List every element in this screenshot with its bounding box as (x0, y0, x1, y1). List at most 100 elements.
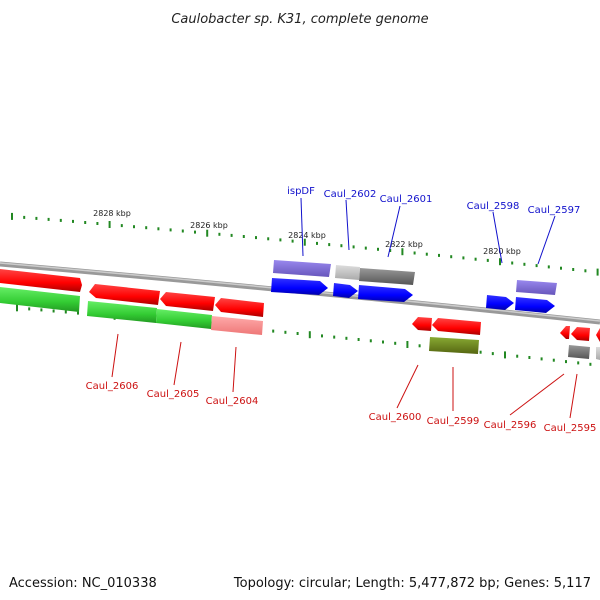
cds-feature-caul2602[interactable] (333, 283, 358, 298)
major-tick (303, 238, 306, 246)
minor-tick (584, 269, 587, 273)
major-tick (406, 341, 409, 348)
scale-label: 2826 kbp (190, 221, 228, 230)
gene-label-caul2605[interactable]: Caul_2605 (147, 389, 200, 400)
pseudogene-feature[interactable] (596, 347, 600, 360)
minor-tick (84, 221, 87, 224)
minor-tick (77, 311, 79, 315)
minor-tick (296, 332, 299, 335)
minor-tick (28, 307, 31, 311)
gene-label-caul2604[interactable]: Caul_2604 (206, 396, 259, 407)
minor-tick (425, 252, 428, 256)
minor-tick (194, 230, 196, 234)
minor-tick (96, 222, 99, 225)
minor-tick (486, 258, 489, 262)
reverse-leaders (111, 333, 578, 419)
minor-tick (272, 329, 275, 333)
gene-label-caul2606[interactable]: Caul_2606 (86, 381, 139, 392)
minor-tick (565, 360, 567, 364)
minor-tick (255, 236, 257, 240)
reverse-cds-feature[interactable] (412, 317, 432, 331)
minor-tick (547, 265, 550, 269)
major-tick (401, 248, 404, 256)
minor-tick (52, 309, 55, 313)
map-title: Caulobacter sp. K31, complete genome (171, 12, 428, 27)
minor-tick (230, 233, 233, 237)
minor-tick (23, 215, 26, 219)
scale-label: 2824 kbp (288, 231, 326, 240)
minor-tick (577, 361, 580, 365)
gene-label-caul2601[interactable]: Caul_2601 (380, 194, 433, 205)
minor-tick (389, 249, 392, 252)
major-tick (499, 258, 501, 266)
minor-tick (169, 228, 172, 232)
minor-tick (328, 243, 331, 247)
cds-feature-caul2601[interactable] (358, 285, 413, 302)
pseudogene-feature[interactable] (335, 265, 360, 280)
gene-label-caul2596[interactable]: Caul_2596 (484, 420, 537, 431)
gene-feature-caul2600[interactable] (429, 337, 479, 354)
gene-feature[interactable] (0, 287, 80, 312)
minor-tick (479, 350, 482, 354)
gene-label-caul2600[interactable]: Caul_2600 (369, 412, 422, 423)
minor-tick (462, 256, 465, 260)
minor-tick (133, 225, 135, 229)
gene-label-ispdf[interactable]: ispDF (287, 186, 315, 197)
scale-label: 2822 kbp (385, 240, 423, 249)
cds-feature-ispdf[interactable] (271, 278, 328, 295)
gene-label-caul2597[interactable]: Caul_2597 (528, 205, 581, 216)
gene-feature[interactable] (87, 301, 157, 323)
minor-tick (59, 218, 62, 222)
gene-label-caul2598[interactable]: Caul_2598 (467, 201, 520, 212)
gene-feature[interactable] (156, 309, 212, 329)
minor-tick (35, 216, 38, 220)
scale-ticks-outer (11, 212, 599, 276)
minor-tick (157, 227, 160, 231)
gene-feature-caul2595[interactable] (568, 345, 590, 359)
reverse-cds-feature[interactable] (560, 326, 570, 339)
minor-tick (589, 362, 592, 366)
minor-tick (394, 341, 397, 345)
minor-tick (72, 219, 74, 223)
gene-feature[interactable] (211, 316, 263, 335)
minor-tick (450, 255, 453, 259)
minor-tick (291, 239, 294, 243)
minor-tick (523, 262, 526, 266)
minor-tick (560, 266, 562, 270)
reverse-cds-feature-caul2596[interactable] (571, 327, 590, 341)
gene-feature-caul2601[interactable] (359, 268, 415, 285)
reverse-cds-feature[interactable] (215, 298, 264, 317)
minor-tick (516, 354, 519, 358)
accession-text: Accession: NC_010338 (9, 576, 157, 591)
minor-tick (418, 344, 421, 348)
scale-label: 2828 kbp (93, 209, 131, 218)
minor-tick (47, 217, 50, 221)
major-tick (206, 229, 209, 237)
minor-tick (540, 357, 543, 361)
minor-tick (321, 334, 323, 338)
scale-label: 2820 kbp (483, 247, 521, 256)
cds-feature-caul2598[interactable] (486, 295, 514, 310)
rna-feature[interactable] (273, 260, 331, 277)
minor-tick (535, 264, 538, 268)
minor-tick (279, 238, 282, 242)
minor-tick (364, 246, 367, 250)
gene-label-caul2602[interactable]: Caul_2602 (324, 189, 377, 200)
major-tick (596, 268, 599, 276)
minor-tick (120, 224, 123, 228)
cds-feature-caul2597[interactable] (515, 297, 555, 313)
minor-tick (438, 253, 440, 257)
minor-tick (64, 310, 67, 314)
reverse-cds-feature[interactable] (89, 284, 160, 305)
gene-label-caul2595[interactable]: Caul_2595 (544, 423, 597, 434)
minor-tick (333, 335, 336, 339)
rna-feature-caul2597[interactable] (516, 280, 557, 295)
gene-label-caul2599[interactable]: Caul_2599 (427, 416, 480, 427)
reverse-cds-feature[interactable] (0, 269, 82, 292)
major-tick (11, 212, 13, 220)
reverse-cds-feature[interactable] (160, 292, 215, 311)
minor-tick (382, 340, 384, 344)
reverse-cds-feature-caul2599[interactable] (432, 318, 481, 335)
reverse-cds-feature[interactable] (596, 328, 600, 342)
major-tick (308, 331, 311, 339)
